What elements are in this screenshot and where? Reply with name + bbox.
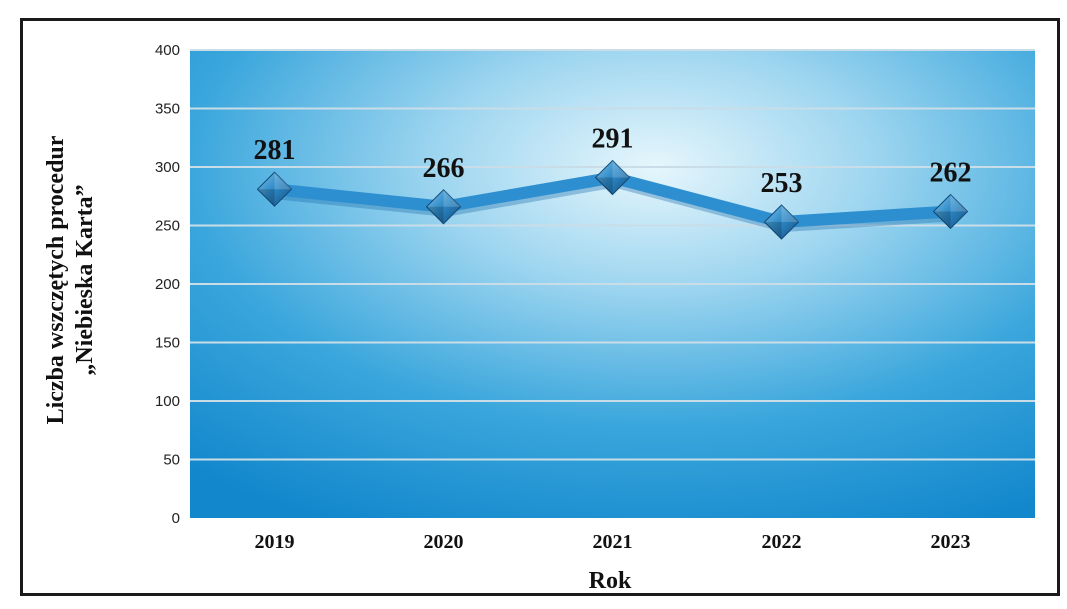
data-label: 262 xyxy=(930,157,972,188)
series-markers xyxy=(256,159,969,240)
x-axis-ticks: 2019 2020 2021 2022 2023 xyxy=(255,531,971,553)
data-label: 253 xyxy=(761,168,803,199)
y-tick-label: 50 xyxy=(163,452,180,469)
x-tick-label: 2020 xyxy=(424,531,464,553)
y-tick-label: 200 xyxy=(155,276,180,293)
x-tick-label: 2023 xyxy=(931,531,971,553)
data-labels: 281 266 291 253 262 xyxy=(254,124,972,199)
data-point-marker xyxy=(594,159,631,196)
data-label: 281 xyxy=(254,135,296,166)
y-tick-label: 0 xyxy=(172,510,180,527)
data-label: 266 xyxy=(423,153,465,184)
y-tick-label: 300 xyxy=(155,159,180,176)
y-tick-label: 250 xyxy=(155,218,180,235)
data-label: 291 xyxy=(592,124,634,155)
y-axis-title-line-1: Liczba wszczętych procedur xyxy=(43,135,69,424)
data-point-marker xyxy=(763,204,800,240)
y-tick-label: 350 xyxy=(155,101,180,118)
y-axis-ticks: 0 50 100 150 200 250 300 350 400 xyxy=(155,42,180,527)
x-tick-label: 2019 xyxy=(255,531,295,553)
y-tick-label: 150 xyxy=(155,335,180,352)
y-tick-label: 100 xyxy=(155,393,180,410)
data-point-marker xyxy=(256,171,293,207)
data-point-marker xyxy=(425,189,462,225)
y-axis-title-line-2: „Niebieska Karta” xyxy=(72,184,98,375)
y-tick-label: 400 xyxy=(155,42,180,59)
x-tick-label: 2021 xyxy=(593,531,633,553)
x-tick-label: 2022 xyxy=(762,531,802,553)
data-point-marker xyxy=(932,193,969,230)
x-axis-title: Rok xyxy=(589,568,632,594)
